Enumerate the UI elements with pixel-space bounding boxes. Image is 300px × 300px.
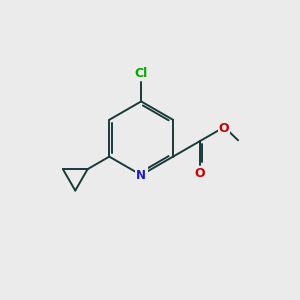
Text: Cl: Cl xyxy=(134,67,148,80)
Text: O: O xyxy=(219,122,230,135)
Text: O: O xyxy=(194,167,205,180)
Text: N: N xyxy=(136,169,146,182)
